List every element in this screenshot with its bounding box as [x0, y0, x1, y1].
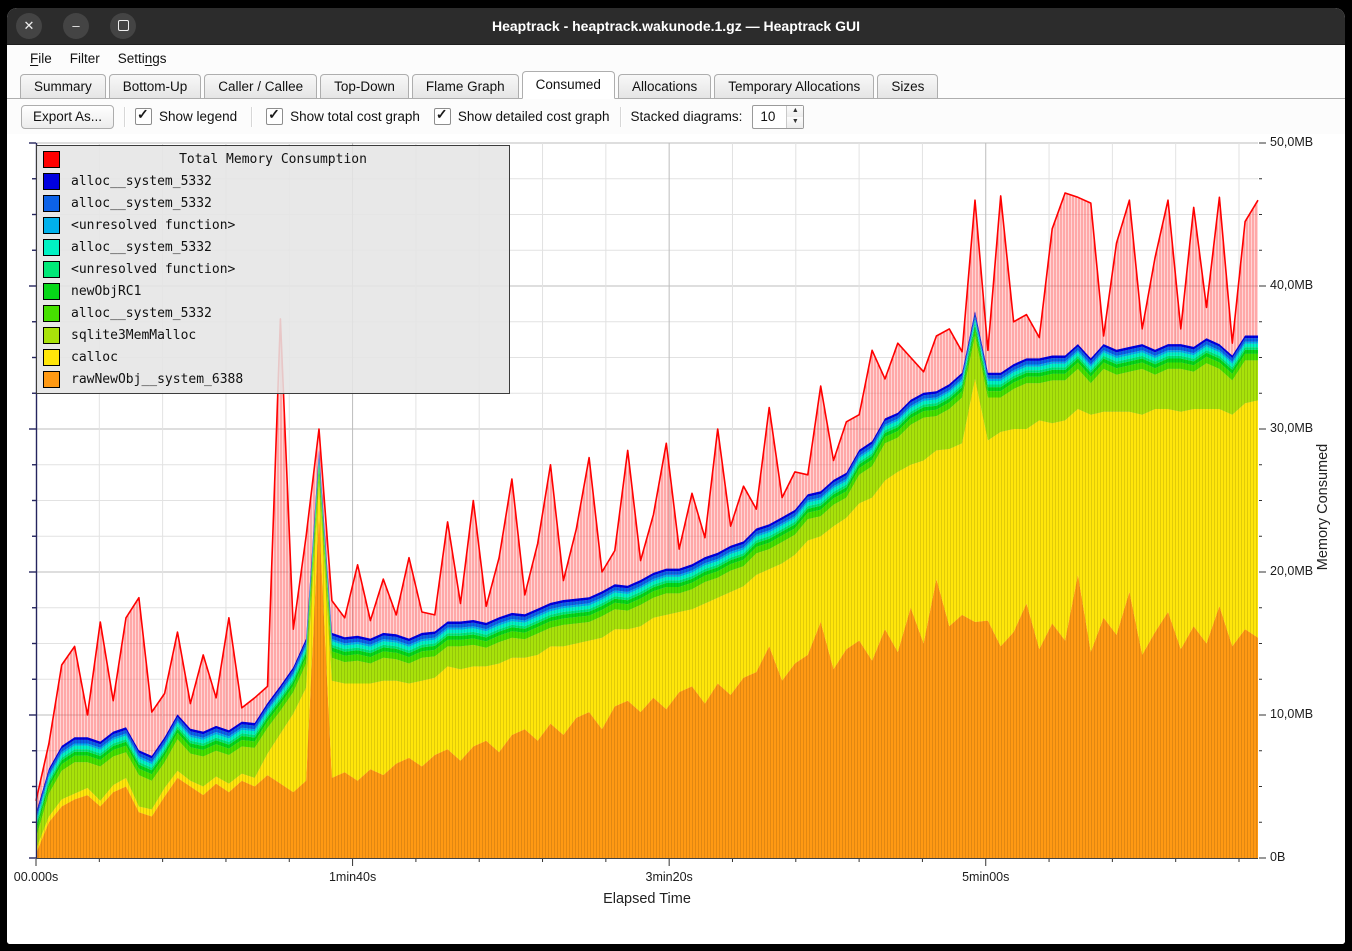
window-title: Heaptrack - heaptrack.wakunode.1.gz — He… — [491, 18, 860, 34]
menubar: File Filter Settings — [7, 45, 1345, 71]
legend-swatch — [43, 194, 60, 212]
y-tick-label: 50,0MB — [1270, 135, 1314, 149]
tab-consumed[interactable]: Consumed — [521, 71, 615, 99]
checkbox-show-legend[interactable]: Show legend — [135, 106, 238, 125]
tab-allocations[interactable]: Allocations — [617, 74, 712, 98]
tab-top-down[interactable]: Top-Down — [320, 74, 409, 98]
total-cost-line — [35, 192, 1259, 801]
legend-swatch — [43, 326, 60, 344]
close-icon[interactable]: ✕ — [16, 13, 42, 39]
maximize-icon[interactable] — [110, 13, 136, 39]
legend-item: alloc__system_5332 — [37, 302, 509, 324]
tab-caller-callee[interactable]: Caller / Callee — [204, 74, 318, 98]
menu-settings[interactable]: Settings — [117, 50, 167, 66]
checkbox-label: Show detailed cost graph — [457, 109, 610, 124]
memory-consumption-chart[interactable] — [7, 134, 1345, 944]
series-area — [36, 336, 1258, 850]
legend-label: alloc__system_5332 — [71, 173, 212, 189]
menu-filter[interactable]: Filter — [69, 50, 100, 66]
checkbox-box[interactable] — [433, 106, 451, 125]
legend-label: calloc — [71, 349, 118, 365]
y-tick-label: 40,0MB — [1270, 278, 1314, 292]
legend-label: newObjRC1 — [71, 283, 142, 299]
tab-temporary-allocations[interactable]: Temporary Allocations — [714, 74, 875, 98]
x-tick-label: 1min40s — [328, 870, 377, 884]
checkbox-label: Show legend — [159, 109, 238, 124]
legend-swatch — [43, 304, 60, 322]
legend-label: alloc__system_5332 — [71, 305, 212, 321]
legend-item: newObjRC1 — [37, 280, 509, 302]
legend-swatch — [43, 282, 60, 300]
x-tick-label: 5min00s — [962, 870, 1010, 884]
tab-summary[interactable]: Summary — [20, 74, 106, 98]
tab-sizes[interactable]: Sizes — [877, 74, 939, 98]
checkbox-show-detailed-cost-graph[interactable]: Show detailed cost graph — [433, 106, 610, 125]
legend-title: Total Memory Consumption — [179, 151, 367, 167]
legend-item: calloc — [37, 346, 509, 368]
legend-item: sqlite3MemMalloc — [37, 324, 509, 346]
y-tick-label: 20,0MB — [1270, 564, 1314, 578]
series-area — [36, 378, 1258, 854]
spin-up-icon[interactable]: ▲ — [787, 105, 804, 117]
stacked-diagrams-stepper[interactable]: 10 ▲ ▼ — [752, 104, 805, 129]
spin-down-icon[interactable]: ▼ — [787, 116, 804, 128]
menu-file[interactable]: File — [30, 50, 52, 66]
legend-item: rawNewObj__system_6388 — [37, 368, 509, 390]
toolbar: Export As... Show legend Show total cost … — [7, 99, 1345, 134]
chart-legend: Total Memory Consumption alloc__system_53… — [36, 145, 510, 394]
legend-swatch — [43, 370, 60, 388]
legend-swatch — [43, 216, 60, 234]
titlebar: ✕ – Heaptrack - heaptrack.wakunode.1.gz … — [7, 8, 1345, 45]
y-tick-label: 30,0MB — [1270, 421, 1314, 435]
series-area — [36, 514, 1258, 858]
checkbox-show-total-cost-graph[interactable]: Show total cost graph — [266, 106, 420, 125]
minimize-icon[interactable]: – — [63, 13, 89, 39]
legend-label: rawNewObj__system_6388 — [71, 371, 244, 387]
checkbox-box[interactable] — [135, 106, 153, 125]
y-tick-label: 0B — [1270, 850, 1286, 864]
legend-label: sqlite3MemMalloc — [71, 327, 197, 343]
legend-swatch — [43, 260, 60, 278]
heaptrack-window: ✕ – Heaptrack - heaptrack.wakunode.1.gz … — [7, 8, 1345, 944]
toolbar-separator — [124, 106, 126, 127]
x-tick-label: 00.000s — [13, 870, 59, 884]
x-tick-label: 3min20s — [645, 870, 693, 884]
consumed-chart-area: 00.000s 1min40s 3min20s 5min00s 0B 10,0MB 20,0… — [7, 134, 1345, 944]
stacked-diagrams-value: 10 — [760, 108, 776, 124]
tab-flame-graph[interactable]: Flame Graph — [411, 74, 519, 98]
legend-label: <unresolved function> — [71, 261, 236, 277]
export-as-button[interactable]: Export As... — [21, 104, 115, 129]
y-axis-title: Memory Consumed — [1315, 443, 1331, 571]
toolbar-separator — [251, 106, 253, 127]
legend-item: alloc__system_5332 — [37, 236, 509, 258]
tab-bottom-up[interactable]: Bottom-Up — [108, 74, 202, 98]
tabbar: Summary Bottom-Up Caller / Callee Top-Down F… — [7, 71, 1345, 99]
legend-title-row: Total Memory Consumption — [37, 148, 509, 170]
legend-swatch — [43, 238, 60, 256]
checkbox-box[interactable] — [266, 106, 284, 125]
legend-label: <unresolved function> — [71, 217, 236, 233]
legend-swatch-total — [43, 150, 60, 168]
stacked-diagrams-label: Stacked diagrams: — [630, 109, 743, 124]
toolbar-separator — [619, 106, 621, 127]
legend-label: alloc__system_5332 — [71, 239, 212, 255]
legend-item: <unresolved function> — [37, 214, 509, 236]
y-tick-label: 10,0MB — [1270, 707, 1314, 721]
legend-item: alloc__system_5332 — [37, 170, 509, 192]
legend-label: alloc__system_5332 — [71, 195, 212, 211]
checkbox-label: Show total cost graph — [290, 109, 420, 124]
legend-item: <unresolved function> — [37, 258, 509, 280]
legend-item: alloc__system_5332 — [37, 192, 509, 214]
legend-swatch — [43, 172, 60, 190]
legend-swatch — [43, 348, 60, 366]
x-axis-title: Elapsed Time — [603, 891, 691, 907]
